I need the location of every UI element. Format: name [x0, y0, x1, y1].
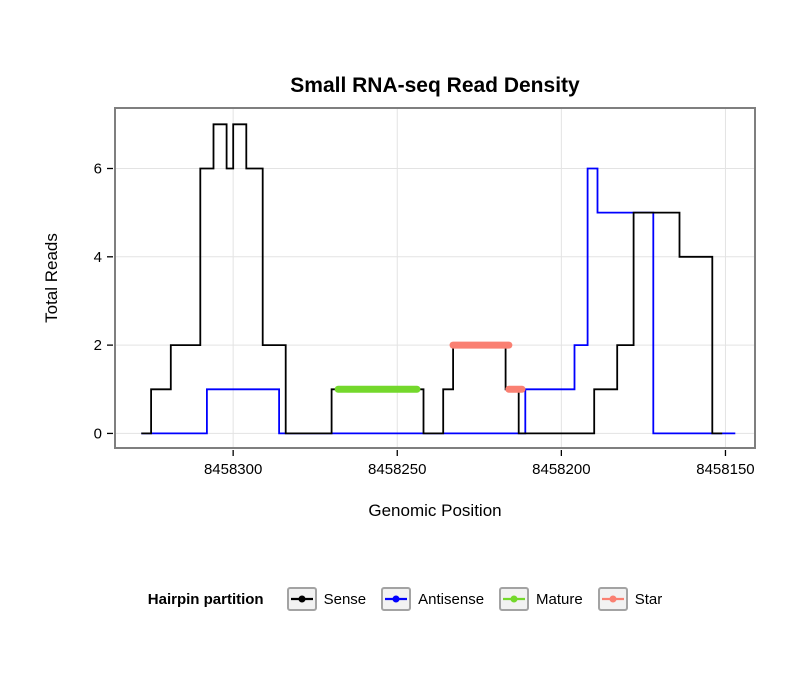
series-line-antisense	[141, 167, 736, 435]
line-dot-glyph-star	[601, 595, 624, 603]
legend-item-sense: Sense	[286, 587, 367, 611]
legend-key-sense	[286, 587, 317, 611]
gridlines	[115, 108, 755, 448]
legend-item-antisense: Antisense	[381, 587, 484, 611]
y-tick-label: 6	[94, 160, 102, 177]
series-line-sense	[141, 123, 723, 435]
legend-label-antisense: Antisense	[418, 590, 485, 608]
chart-title: Small RNA-seq Read Density	[290, 74, 580, 97]
x-tick-label: 8458250	[368, 461, 426, 478]
y-tick-label: 0	[94, 425, 102, 442]
y-axis-title: Total Reads	[42, 233, 61, 323]
legend-label-sense: Sense	[323, 590, 367, 608]
axis-ticks	[107, 167, 727, 456]
legend-key-mature	[499, 587, 530, 611]
x-axis-title: Genomic Position	[368, 501, 501, 520]
legend-item-mature: Mature	[499, 587, 583, 611]
chart: 8458300 8458250 8458200 8458150 0 2 4 6 Small R…	[42, 74, 756, 520]
x-tick-label: 8458150	[696, 461, 754, 478]
y-tick-label: 2	[94, 337, 102, 354]
legend-item-star: Star	[597, 587, 663, 611]
legend-key-star	[597, 587, 628, 611]
legend-title: Hairpin partition	[147, 590, 264, 608]
legend-label-star: Star	[634, 590, 663, 608]
legend: Hairpin partition Sense Antisense	[0, 587, 810, 611]
legend-key-antisense	[381, 587, 412, 611]
legend-label-mature: Mature	[536, 590, 583, 608]
y-tick-label: 4	[94, 249, 102, 266]
series-layer	[141, 123, 736, 435]
line-dot-glyph-sense	[290, 595, 313, 603]
x-tick-label: 8458200	[532, 461, 590, 478]
panel-border	[114, 107, 756, 449]
line-dot-glyph-mature	[503, 595, 526, 603]
axis-tick-labels: 8458300 8458250 8458200 8458150 0 2 4 6	[94, 160, 755, 478]
line-dot-glyph-antisense	[385, 595, 408, 603]
x-tick-label: 8458300	[204, 461, 262, 478]
